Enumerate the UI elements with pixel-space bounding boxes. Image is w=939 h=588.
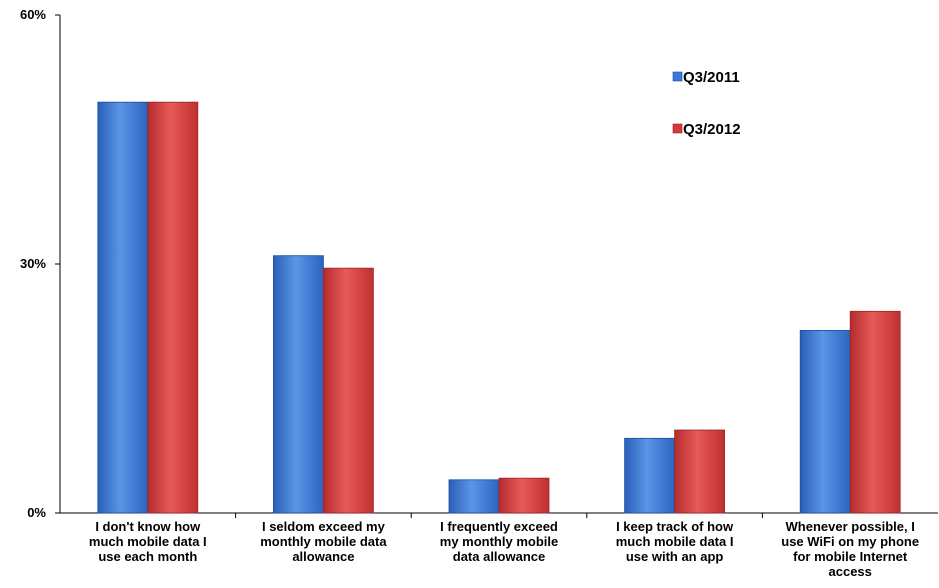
x-category-label-line: much mobile data I bbox=[616, 534, 734, 549]
bar-q3-2011 bbox=[624, 437, 675, 514]
bar-q3-2011 bbox=[272, 255, 324, 514]
x-category-label-line: allowance bbox=[292, 549, 354, 564]
y-tick-label: 0% bbox=[27, 505, 46, 520]
bars bbox=[97, 101, 901, 514]
bar-q3-2011 bbox=[799, 329, 851, 514]
bar-q3-2012 bbox=[674, 429, 725, 514]
legend-label: Q3/2011 bbox=[683, 69, 740, 86]
x-category-label-line: I keep track of how bbox=[616, 519, 734, 534]
x-category-label-line: data allowance bbox=[453, 549, 545, 564]
y-tick-label: 60% bbox=[20, 7, 46, 22]
bar-q3-2012 bbox=[849, 310, 901, 514]
bar-q3-2012 bbox=[498, 477, 550, 514]
x-category-label-line: much mobile data I bbox=[89, 534, 207, 549]
x-category-label-line: Whenever possible, I bbox=[786, 519, 915, 534]
x-category-label-line: my monthly mobile bbox=[440, 534, 558, 549]
x-category-label-line: I seldom exceed my bbox=[262, 519, 386, 534]
legend-swatch bbox=[672, 123, 683, 134]
legend: Q3/2011 Q3/2012 bbox=[672, 69, 741, 138]
bar-q3-2011 bbox=[448, 479, 500, 514]
legend-swatch bbox=[672, 71, 683, 82]
x-category-label-line: use each month bbox=[98, 549, 197, 564]
x-category-label-line: access bbox=[829, 564, 872, 579]
y-ticks: 0% 30% 60% bbox=[20, 7, 60, 520]
bar-q3-2012 bbox=[147, 101, 199, 514]
x-category-label: I frequently exceed my monthly mobile data… bbox=[440, 519, 558, 564]
y-tick-label: 30% bbox=[20, 256, 46, 271]
x-category-label-line: I don't know how bbox=[95, 519, 201, 534]
x-category-label-line: for mobile Internet bbox=[793, 549, 908, 564]
x-category-label-line: monthly mobile data bbox=[260, 534, 387, 549]
bar-q3-2011 bbox=[97, 101, 149, 514]
bar-q3-2012 bbox=[322, 267, 374, 514]
x-category-label-line: use WiFi on my phone bbox=[781, 534, 919, 549]
x-category-label-line: use with an app bbox=[626, 549, 724, 564]
x-category-label-line: I frequently exceed bbox=[440, 519, 558, 534]
x-category-label: I seldom exceed my monthly mobile data all… bbox=[260, 519, 387, 564]
legend-label: Q3/2012 bbox=[683, 121, 741, 138]
